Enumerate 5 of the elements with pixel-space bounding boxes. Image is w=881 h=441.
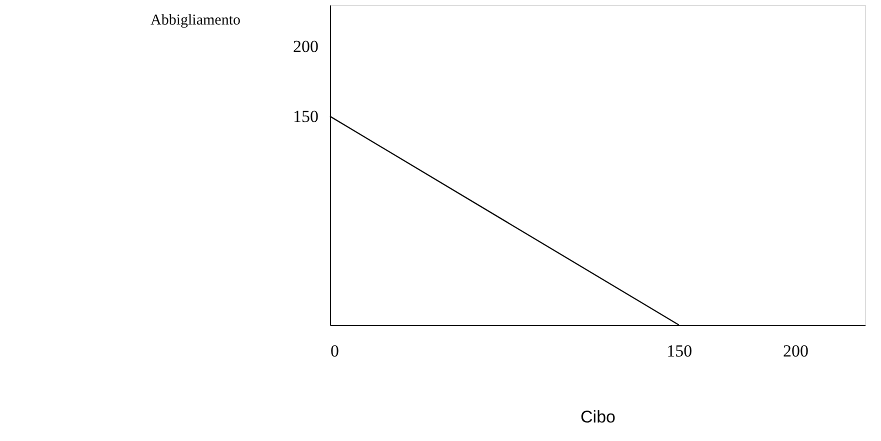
x-axis-title: Cibo (580, 408, 616, 426)
x-tick-label: 150 (666, 342, 692, 360)
y-axis-title: Abbigliamento (150, 12, 240, 28)
x-tick-label: 0 (330, 342, 339, 360)
x-tick-label: 200 (782, 342, 808, 360)
